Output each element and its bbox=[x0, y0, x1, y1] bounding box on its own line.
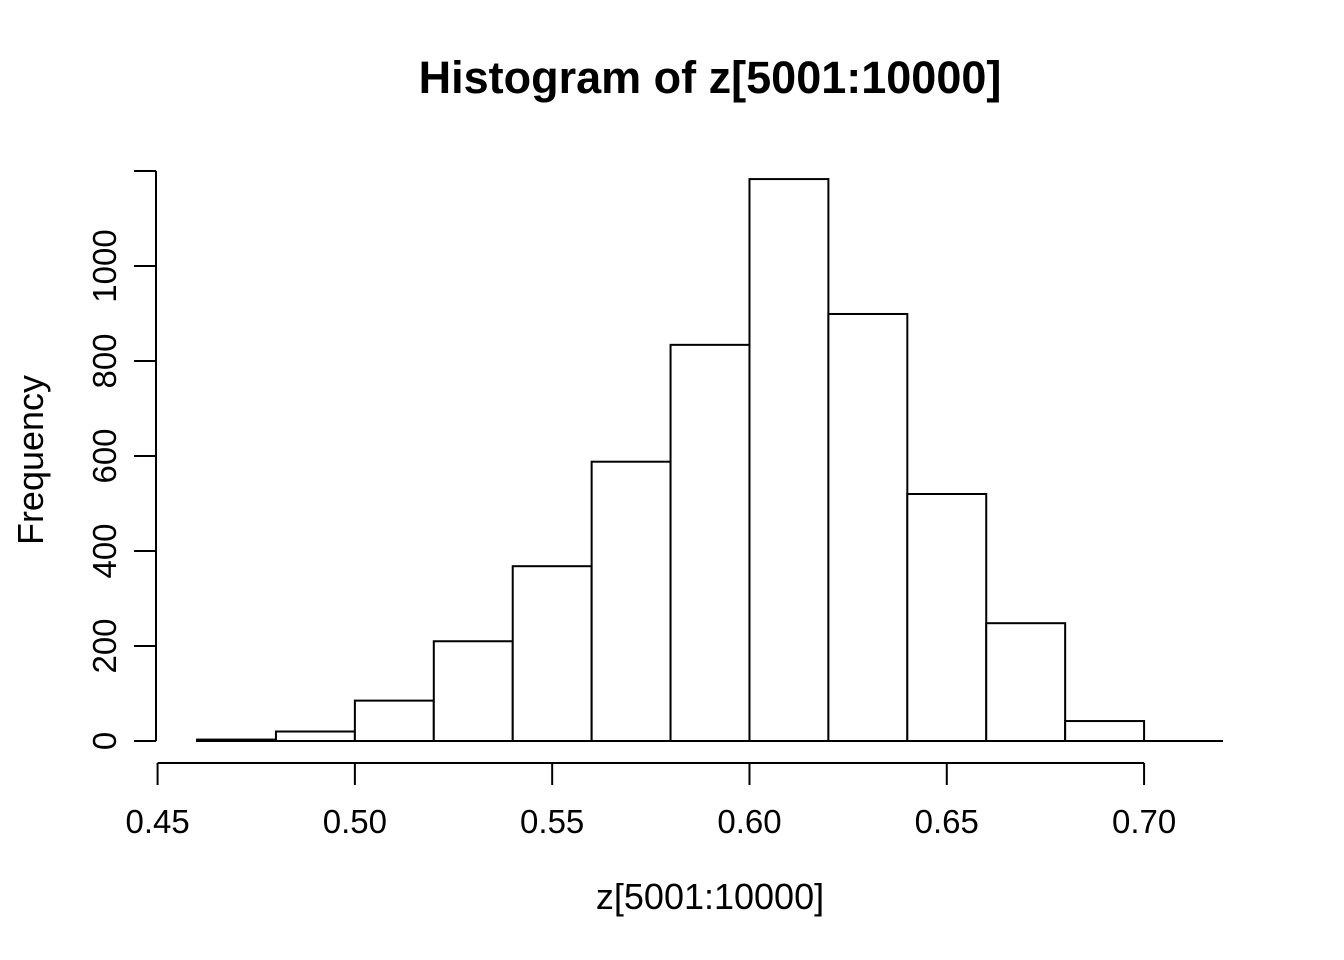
histogram-bar bbox=[196, 738, 277, 743]
histogram-bar bbox=[669, 343, 751, 742]
x-tick-label: 0.45 bbox=[125, 803, 190, 840]
plot-title: Histogram of z[5001:10000] bbox=[418, 52, 1002, 103]
x-tick-label: 0.70 bbox=[1111, 803, 1177, 840]
histogram-bar bbox=[353, 699, 435, 742]
histogram-bar bbox=[432, 640, 514, 742]
x-tick-label: 0.65 bbox=[914, 803, 979, 840]
histogram-bar bbox=[590, 460, 672, 742]
histogram-bar bbox=[748, 178, 830, 742]
y-tick-label: 600 bbox=[86, 428, 123, 484]
histogram-bar bbox=[1064, 720, 1146, 742]
histogram-bar bbox=[827, 312, 909, 742]
y-tick-label: 0 bbox=[86, 731, 123, 751]
y-tick-label: 200 bbox=[86, 618, 123, 674]
histogram-bar bbox=[511, 565, 593, 743]
x-tick-label: 0.55 bbox=[520, 803, 585, 840]
x-tick-label: 0.50 bbox=[322, 803, 387, 840]
histogram-bar bbox=[274, 730, 356, 742]
y-tick-label: 400 bbox=[86, 523, 123, 579]
y-axis-label: Frequency bbox=[10, 374, 51, 546]
histogram-bar bbox=[906, 493, 988, 742]
x-axis-label: z[5001:10000] bbox=[595, 876, 825, 917]
y-tick-label: 1000 bbox=[86, 229, 123, 303]
x-tick-label: 0.60 bbox=[717, 803, 782, 840]
histogram-bar bbox=[985, 622, 1067, 743]
y-tick-label: 800 bbox=[86, 333, 123, 389]
